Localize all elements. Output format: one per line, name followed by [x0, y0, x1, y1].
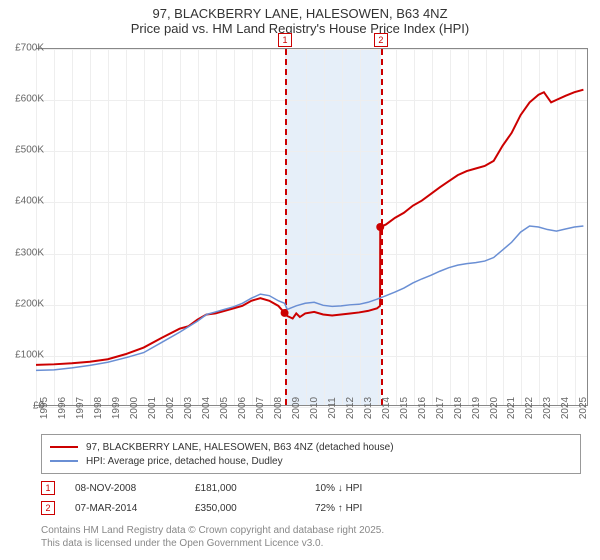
x-axis-label: 2018 [453, 397, 464, 419]
x-axis-label: 1999 [111, 397, 122, 419]
x-axis-label: 2015 [399, 397, 410, 419]
table-row: 2 07-MAR-2014 £350,000 72% ↑ HPI [41, 498, 581, 518]
x-axis-label: 2020 [489, 397, 500, 419]
legend-swatch [50, 446, 78, 449]
x-axis-label: 2019 [471, 397, 482, 419]
legend-label: 97, BLACKBERRY LANE, HALESOWEN, B63 4NZ … [86, 442, 394, 453]
x-axis-label: 2013 [363, 397, 374, 419]
x-axis-label: 2011 [327, 397, 338, 419]
tx-delta: 72% ↑ HPI [315, 503, 435, 514]
footer: Contains HM Land Registry data © Crown c… [41, 524, 384, 550]
y-axis-label: £600K [15, 94, 44, 105]
y-axis-label: £100K [15, 349, 44, 360]
title-line2: Price paid vs. HM Land Registry's House … [0, 21, 600, 36]
x-axis-label: 2023 [542, 397, 553, 419]
tx-date: 08-NOV-2008 [75, 483, 195, 494]
x-axis-label: 2022 [524, 397, 535, 419]
x-axis-label: 2024 [560, 397, 571, 419]
y-axis-label: £300K [15, 247, 44, 258]
x-axis-label: 1996 [57, 397, 68, 419]
y-axis-label: £700K [15, 43, 44, 54]
marker-badge: 2 [41, 501, 55, 515]
x-axis-label: 2010 [309, 397, 320, 419]
x-axis-label: 2006 [237, 397, 248, 419]
x-axis-label: 2005 [219, 397, 230, 419]
legend-item: HPI: Average price, detached house, Dudl… [50, 454, 572, 468]
tx-price: £350,000 [195, 503, 315, 514]
x-axis-label: 2014 [381, 397, 392, 419]
chart-marker: 1 [278, 33, 292, 47]
x-axis-label: 2000 [129, 397, 140, 419]
y-axis-label: £500K [15, 145, 44, 156]
x-axis-label: 2004 [201, 397, 212, 419]
footer-line2: This data is licensed under the Open Gov… [41, 537, 384, 550]
x-axis-label: 2017 [435, 397, 446, 419]
chart-title: 97, BLACKBERRY LANE, HALESOWEN, B63 4NZ … [0, 0, 600, 36]
x-axis-label: 2025 [578, 397, 589, 419]
x-axis-label: 2012 [345, 397, 356, 419]
marker-badge: 1 [41, 481, 55, 495]
x-axis-label: 1997 [75, 397, 86, 419]
chart-svg [36, 49, 587, 405]
plot-area: 12 [36, 48, 588, 406]
x-axis-label: 2001 [147, 397, 158, 419]
tx-date: 07-MAR-2014 [75, 503, 195, 514]
x-axis-label: 2003 [183, 397, 194, 419]
x-axis-label: 1995 [39, 397, 50, 419]
x-axis-label: 2016 [417, 397, 428, 419]
x-axis-label: 2002 [165, 397, 176, 419]
chart-container: 97, BLACKBERRY LANE, HALESOWEN, B63 4NZ … [0, 0, 600, 560]
x-axis-label: 2021 [506, 397, 517, 419]
x-axis-label: 1998 [93, 397, 104, 419]
legend-item: 97, BLACKBERRY LANE, HALESOWEN, B63 4NZ … [50, 440, 572, 454]
footer-line1: Contains HM Land Registry data © Crown c… [41, 524, 384, 537]
y-axis-label: £400K [15, 196, 44, 207]
legend-label: HPI: Average price, detached house, Dudl… [86, 456, 283, 467]
transaction-table: 1 08-NOV-2008 £181,000 10% ↓ HPI 2 07-MA… [41, 478, 581, 518]
tx-price: £181,000 [195, 483, 315, 494]
x-axis-label: 2008 [273, 397, 284, 419]
x-axis-label: 2009 [291, 397, 302, 419]
title-line1: 97, BLACKBERRY LANE, HALESOWEN, B63 4NZ [0, 6, 600, 21]
chart-marker: 2 [374, 33, 388, 47]
legend-swatch [50, 460, 78, 462]
y-axis-label: £200K [15, 298, 44, 309]
x-axis-label: 2007 [255, 397, 266, 419]
legend: 97, BLACKBERRY LANE, HALESOWEN, B63 4NZ … [41, 434, 581, 474]
tx-delta: 10% ↓ HPI [315, 483, 435, 494]
table-row: 1 08-NOV-2008 £181,000 10% ↓ HPI [41, 478, 581, 498]
